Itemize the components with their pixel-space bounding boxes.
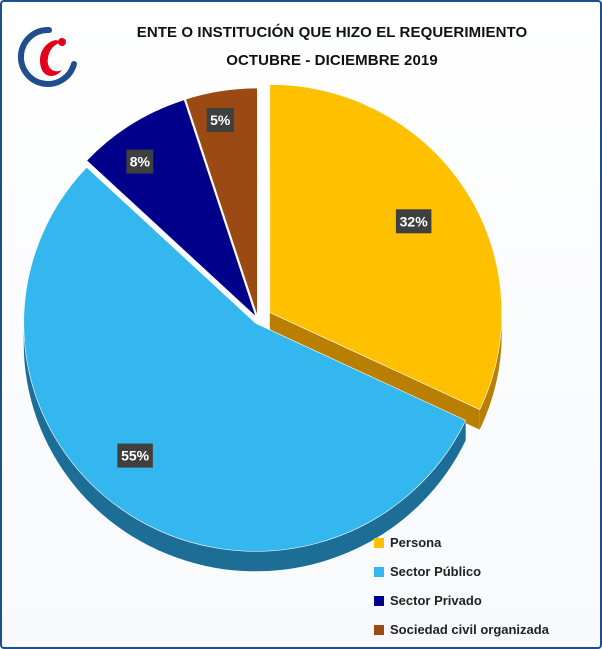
legend-item-persona: Persona [374,528,549,557]
chart-legend: Persona Sector Público Sector Privado Socie… [374,528,549,644]
pie-slice-sociedad-civil-organizada [185,87,258,317]
institution-logo-icon [17,26,77,87]
data-label-box [395,209,432,234]
legend-label: Sector Público [390,564,482,579]
chart-subtitle: OCTUBRE - DICIEMBRE 2019 [226,52,438,69]
pie-slice-cut-persona [269,312,480,430]
data-label-text: 32% [400,213,429,229]
data-label-sector-p-blico: 55% [117,443,153,468]
legend-swatch [374,566,384,577]
pie-slice-persona [269,84,503,410]
data-label-box [126,149,154,174]
data-label-sociedad-civil-organizada: 5% [206,107,234,132]
legend-label: Sector Privado [390,593,482,608]
data-label-box [117,443,153,468]
legend-label: Persona [390,535,442,550]
data-label-text: 8% [130,154,151,170]
legend-label: Sociedad civil organizada [390,622,549,637]
data-label-box [206,107,234,132]
data-label-sector-privado: 8% [126,149,154,174]
data-label-text: 5% [210,112,231,128]
pie-slice-side-persona [479,312,502,430]
chart-title: ENTE O INSTITUCIÓN QUE HIZO EL REQUERIMI… [136,24,528,41]
data-label-text: 55% [121,448,150,464]
legend-item-sociedad-civil-organizada: Sociedad civil organizada [374,615,549,644]
legend-swatch [374,624,384,635]
legend-swatch [374,537,384,548]
legend-swatch [374,595,384,606]
legend-item-sector-privado: Sector Privado [374,586,549,615]
legend-item-sector-p-blico: Sector Público [374,557,549,586]
data-label-persona: 32% [395,209,432,234]
